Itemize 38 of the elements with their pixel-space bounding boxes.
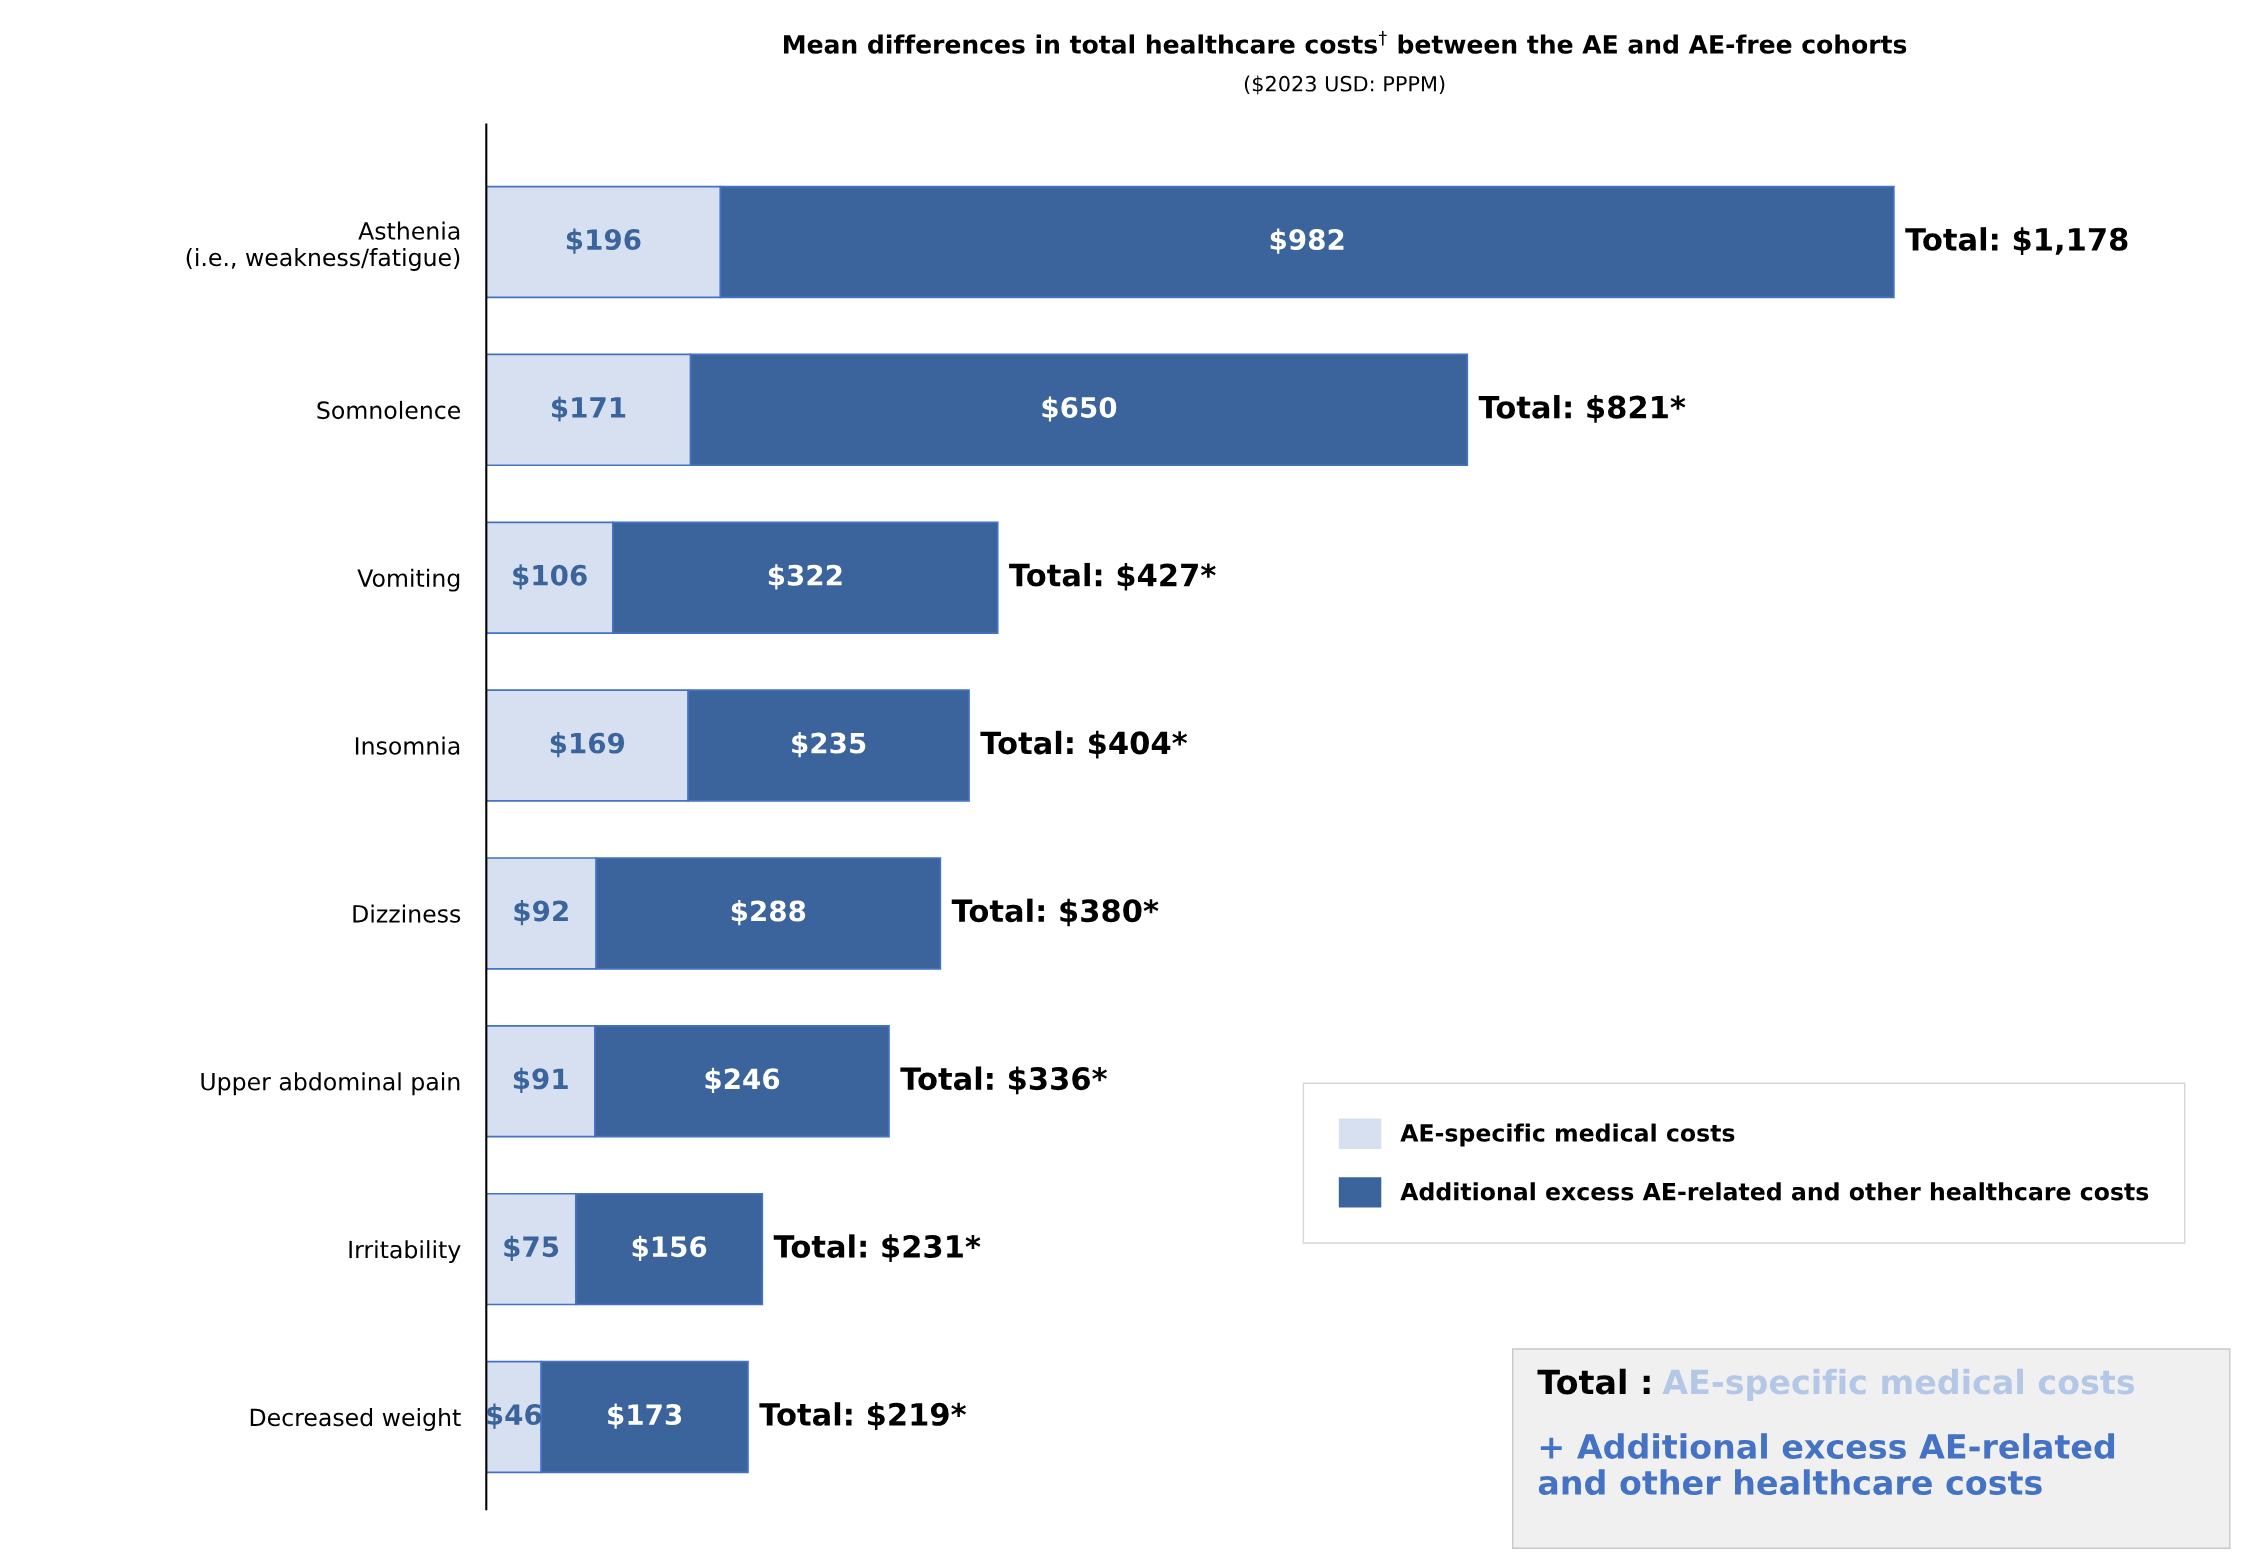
data-label: $173 (608, 1403, 682, 1429)
data-label: $982 (1270, 228, 1344, 254)
data-label: $322 (768, 564, 842, 590)
y-tick-label: Irritability (349, 1240, 461, 1264)
y-tick-label: Vomiting (357, 568, 460, 592)
total-label: Total: $1,178 (1905, 227, 2128, 255)
data-label: $91 (513, 1067, 568, 1094)
y-tick-label: Insomnia (355, 736, 460, 755)
annotation: + Additional excess AE-related and other healthcare costs (1538, 1433, 2115, 1496)
data-label: $171 (551, 396, 626, 422)
total-label: Total: $821* (1478, 395, 1686, 423)
data-label: $92 (514, 899, 568, 926)
y-tick-label: Decreased weight (250, 1408, 461, 1431)
y-tick-label: Asthenia (i.e., weakness/fatigue) (186, 221, 460, 271)
data-label: $169 (550, 732, 625, 758)
total-label: Total: $231* (773, 1234, 981, 1263)
data-label: $75 (504, 1235, 559, 1261)
data-label: $106 (513, 564, 587, 590)
data-label: $246 (705, 1067, 780, 1094)
y-tick-label: Upper abdominal pain (201, 1072, 460, 1096)
data-label: $156 (632, 1235, 707, 1261)
legend-label: Additional excess AE-related and other healthcare costs (1400, 1182, 2149, 1201)
y-tick-label: Dizziness (353, 904, 461, 923)
total-label: Total: $404* (980, 730, 1188, 759)
data-label: $235 (792, 732, 866, 758)
chart-subtitle: ($2023 USD: PPPM) (1244, 75, 1445, 95)
total-label: Total: $219* (759, 1402, 966, 1430)
data-label: $650 (1042, 396, 1117, 422)
data-label: $288 (731, 899, 806, 926)
annotation: AE-specific medical costs (1662, 1368, 2135, 1401)
total-label: Total: $427* (1009, 562, 1216, 591)
legend-label: AE-specific medical costs (1400, 1123, 1735, 1147)
y-tick-label: Somnolence (317, 400, 461, 420)
total-label: Total: $336* (900, 1066, 1107, 1095)
total-label: Total: $380* (951, 898, 1159, 927)
annotation: Total : (1537, 1368, 1650, 1395)
data-label: $196 (566, 228, 641, 254)
chart-title: Mean differences in total healthcare costs$^{†}$ between the AE and AE-free cohorts (784, 31, 1907, 54)
